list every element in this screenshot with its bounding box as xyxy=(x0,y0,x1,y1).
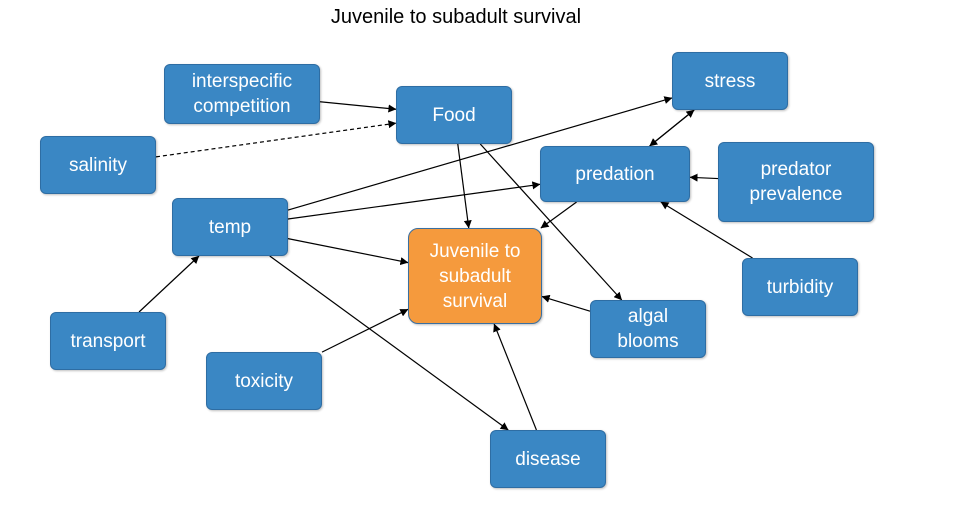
edge-temp-to-stress xyxy=(287,96,673,211)
node-interspecific-competition: interspecific competition xyxy=(164,64,320,124)
node-toxicity: toxicity xyxy=(206,352,322,410)
edge-toxicity-to-juvenile xyxy=(321,308,409,353)
edge-food-to-algal-blooms xyxy=(479,143,623,301)
edge-interspecific-to-food xyxy=(319,101,397,113)
node-food: Food xyxy=(396,86,512,144)
node-stress: stress xyxy=(672,52,788,110)
edge-predation-to-juvenile xyxy=(540,201,577,229)
edge-predation-to-stress xyxy=(649,109,695,147)
edge-predator-prevalence-to-predation xyxy=(689,173,719,182)
edge-salinity-to-food xyxy=(155,120,397,158)
node-algal-blooms: algal blooms xyxy=(590,300,706,358)
edge-temp-to-juvenile xyxy=(287,238,409,266)
edge-temp-to-disease xyxy=(269,255,509,431)
diagram-title: Juvenile to subadult survival xyxy=(330,6,582,28)
node-turbidity: turbidity xyxy=(742,258,858,316)
edge-temp-to-predation xyxy=(287,181,541,220)
edge-transport-to-temp xyxy=(138,255,200,313)
node-transport: transport xyxy=(50,312,166,370)
node-predator-prevalence: predator prevalence xyxy=(718,142,874,222)
edge-turbidity-to-predation xyxy=(660,201,753,259)
node-salinity: salinity xyxy=(40,136,156,194)
node-temp: temp xyxy=(172,198,288,256)
edge-disease-to-juvenile xyxy=(493,323,537,431)
edge-food-to-juvenile xyxy=(457,143,472,229)
edge-algal-blooms-to-juvenile xyxy=(541,294,591,312)
node-disease: disease xyxy=(490,430,606,488)
node-predation: predation xyxy=(540,146,690,202)
node-juvenile-to-subadult-survival: Juvenile to subadult survival xyxy=(408,228,542,324)
